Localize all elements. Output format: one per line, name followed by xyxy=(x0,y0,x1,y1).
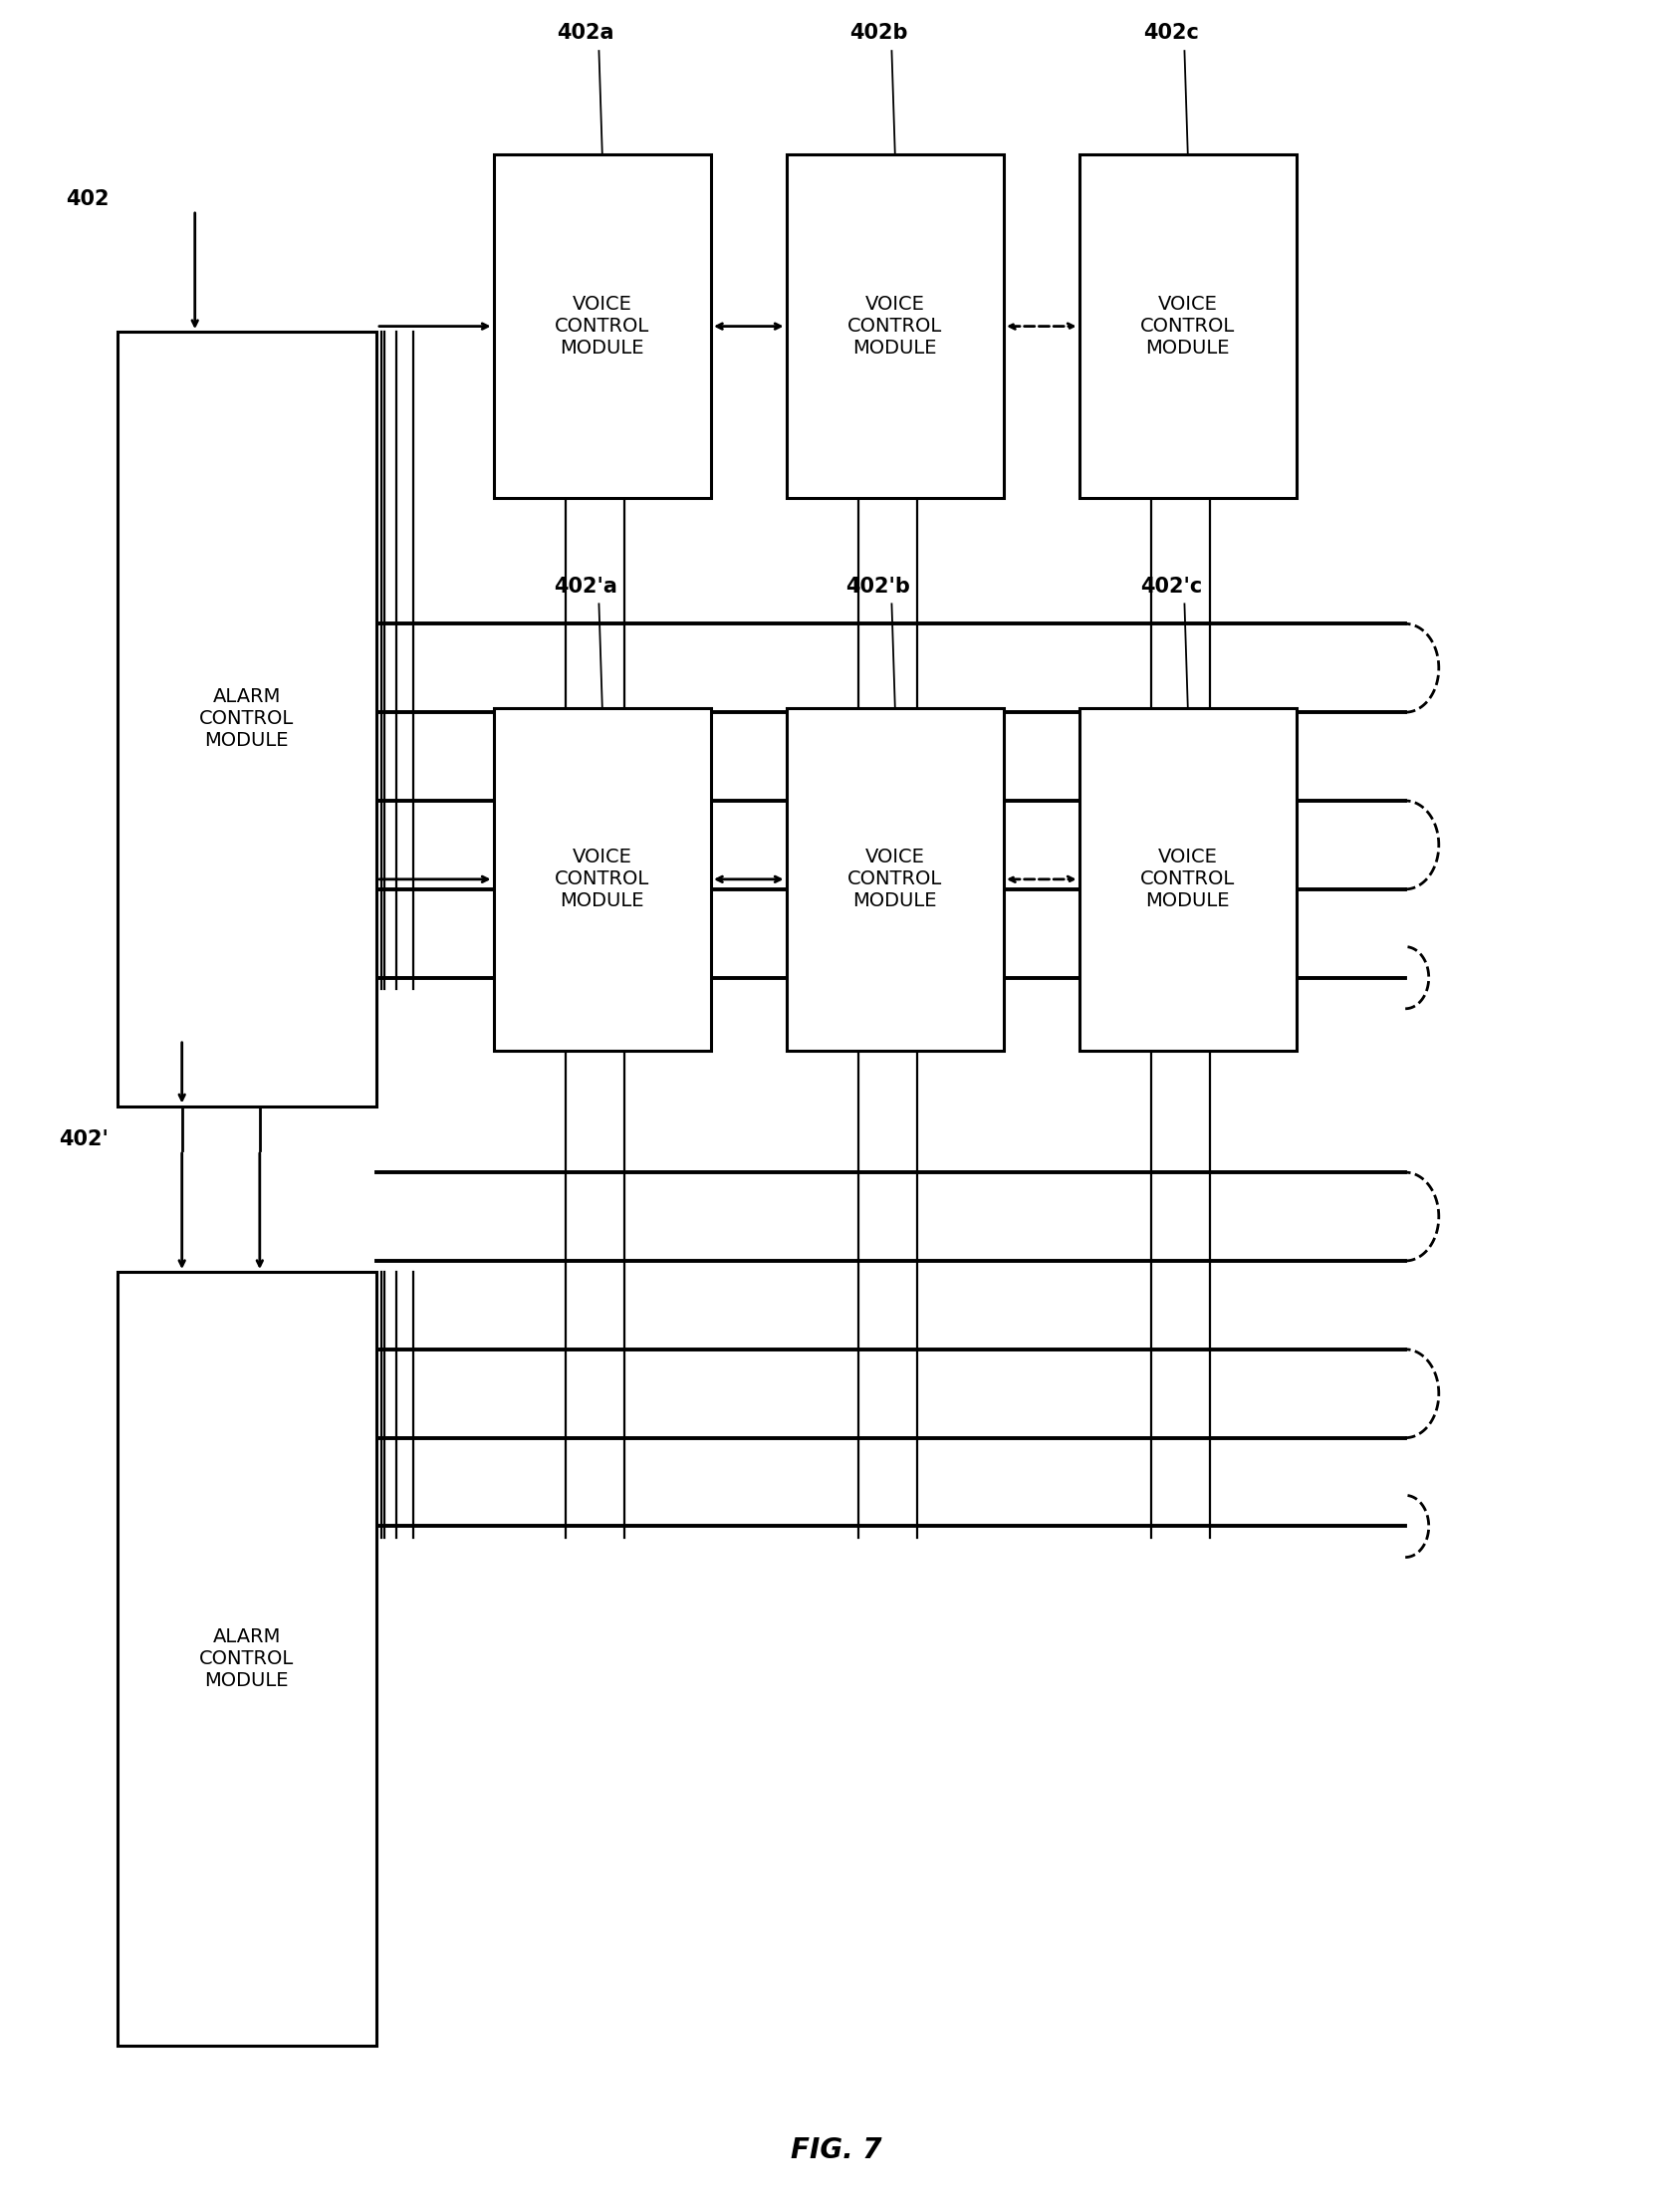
Bar xyxy=(117,332,376,1106)
Text: VOICE
CONTROL
MODULE: VOICE CONTROL MODULE xyxy=(555,847,649,911)
Text: 402'a: 402'a xyxy=(554,575,617,597)
Text: VOICE
CONTROL
MODULE: VOICE CONTROL MODULE xyxy=(1141,294,1235,358)
Text: ALARM
CONTROL
MODULE: ALARM CONTROL MODULE xyxy=(199,1628,294,1690)
Text: ALARM
CONTROL
MODULE: ALARM CONTROL MODULE xyxy=(199,688,294,750)
Text: 402c: 402c xyxy=(1143,22,1200,44)
Text: VOICE
CONTROL
MODULE: VOICE CONTROL MODULE xyxy=(848,294,942,358)
Text: FIG. 7: FIG. 7 xyxy=(791,2137,882,2163)
Text: VOICE
CONTROL
MODULE: VOICE CONTROL MODULE xyxy=(555,294,649,358)
Text: VOICE
CONTROL
MODULE: VOICE CONTROL MODULE xyxy=(848,847,942,911)
Bar xyxy=(1079,155,1297,498)
Text: 402'b: 402'b xyxy=(847,575,910,597)
Bar xyxy=(786,155,1004,498)
Text: 402b: 402b xyxy=(850,22,907,44)
Bar xyxy=(494,708,711,1051)
Bar xyxy=(1079,708,1297,1051)
Bar xyxy=(117,1272,376,2046)
Text: 402: 402 xyxy=(65,188,109,210)
Text: VOICE
CONTROL
MODULE: VOICE CONTROL MODULE xyxy=(1141,847,1235,911)
Bar xyxy=(786,708,1004,1051)
Bar xyxy=(494,155,711,498)
Text: 402': 402' xyxy=(59,1128,109,1150)
Text: 402'c: 402'c xyxy=(1139,575,1203,597)
Text: 402a: 402a xyxy=(557,22,614,44)
